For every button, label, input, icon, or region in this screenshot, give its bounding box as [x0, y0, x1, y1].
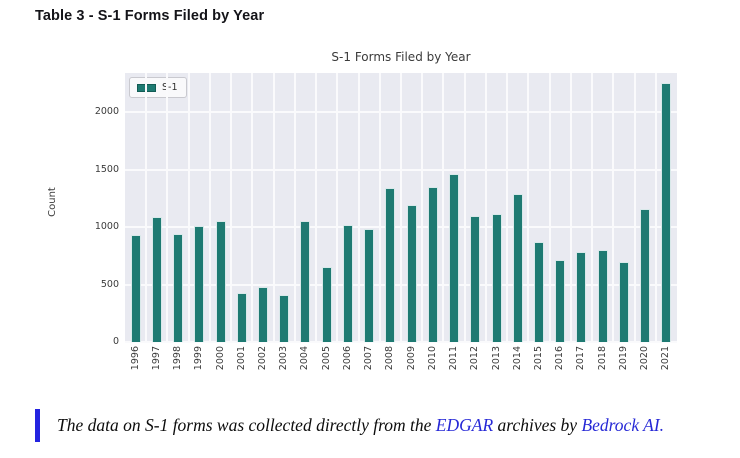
bedrock-ai-link[interactable]: Bedrock AI — [581, 415, 660, 435]
bar-2015 — [534, 242, 544, 342]
x-tick-label: 2020 — [639, 346, 651, 371]
bar-2020 — [640, 208, 651, 342]
caption-text: The data on S-1 forms was collected dire… — [57, 415, 436, 435]
gridline-vertical — [442, 73, 445, 342]
edgar-link[interactable]: EDGAR — [435, 415, 494, 435]
bar-2016 — [555, 260, 566, 342]
y-tick-label: 0 — [112, 336, 119, 347]
bar-2004 — [300, 221, 311, 342]
bar-2007 — [364, 229, 375, 342]
bar-2003 — [279, 294, 290, 342]
bar-2019 — [618, 261, 629, 342]
bar-2006 — [342, 224, 353, 342]
gridline-vertical — [166, 73, 169, 342]
bar-2021 — [661, 83, 672, 342]
bar-2013 — [491, 214, 502, 342]
bar-2018 — [597, 250, 608, 342]
x-tick-label: 2019 — [617, 346, 629, 371]
x-tick-label: 2015 — [533, 346, 544, 371]
bar-2008 — [385, 187, 396, 342]
y-tick-label: 500 — [100, 278, 119, 290]
gridline-vertical — [633, 73, 636, 342]
x-tick-label: 2016 — [554, 346, 566, 371]
bar-2017 — [576, 252, 587, 342]
x-tick-label: 2012 — [469, 346, 481, 371]
y-axis-label: Count — [47, 187, 58, 217]
gridline-vertical — [145, 73, 148, 342]
y-tick-label: 1500 — [94, 163, 119, 175]
x-tick-label: 2002 — [257, 346, 268, 371]
gridline-vertical — [293, 73, 296, 342]
figure-caption: The data on S-1 forms was collected dire… — [35, 409, 725, 442]
x-tick-label: 2005 — [320, 346, 332, 371]
x-tick-label: 2000 — [214, 346, 226, 371]
gridline-vertical — [357, 73, 360, 342]
x-tick-label: 1997 — [150, 346, 162, 371]
bar-1997 — [151, 216, 162, 342]
gridline-vertical — [548, 73, 551, 342]
gridline-vertical — [484, 73, 487, 342]
bar-2014 — [512, 193, 523, 342]
gridline-vertical — [208, 73, 211, 342]
gridline-vertical — [421, 73, 424, 342]
gridline-vertical — [378, 73, 381, 342]
x-tick-label: 2010 — [426, 346, 438, 371]
caption-text-middle: archives by — [493, 415, 582, 435]
x-tick-label: 2013 — [490, 346, 502, 371]
gridline-vertical — [400, 73, 402, 342]
y-tick-label: 2000 — [94, 106, 119, 118]
bar-2010 — [427, 186, 438, 342]
x-tick-label: 2001 — [235, 346, 247, 371]
gridline-vertical — [569, 73, 572, 342]
gridline-vertical — [591, 73, 594, 342]
x-tick-label: 1999 — [193, 346, 205, 371]
gridline-vertical — [187, 73, 190, 342]
gridline-vertical — [230, 73, 233, 342]
gridline-vertical — [251, 73, 254, 342]
page-title: Table 3 - S-1 Forms Filed by Year — [35, 8, 265, 24]
bar-2011 — [449, 174, 460, 342]
gridline-vertical — [506, 73, 509, 342]
bar-1998 — [173, 233, 184, 342]
x-tick-label: 2004 — [299, 346, 311, 371]
legend-label: S-1 — [162, 82, 178, 93]
x-tick-label: 2006 — [341, 346, 353, 371]
bar-2000 — [215, 221, 226, 342]
bar-2001 — [236, 292, 247, 342]
y-tick-label: 1000 — [94, 221, 119, 233]
x-tick-label: 2011 — [448, 346, 460, 371]
bar-2002 — [258, 286, 268, 342]
x-tick-label: 2003 — [278, 346, 290, 371]
gridline-vertical — [463, 73, 466, 342]
chart-title: S-1 Forms Filed by Year — [331, 50, 471, 64]
gridline-vertical — [527, 73, 530, 342]
legend: S-1 — [129, 77, 187, 98]
bar-1996 — [130, 235, 141, 342]
x-tick-label: 1996 — [129, 346, 141, 371]
bar-2012 — [470, 215, 481, 342]
bar-chart-figure: S-1 Forms Filed by Year Count S-1 0 500 10… — [47, 46, 715, 394]
gridline-vertical — [654, 73, 657, 342]
bar-1999 — [194, 225, 205, 342]
caption-suffix: . — [659, 415, 665, 435]
x-tick-label: 2021 — [660, 346, 672, 371]
x-tick-label: 1998 — [172, 346, 184, 371]
gridline-vertical — [336, 73, 339, 342]
gridline-horizontal — [125, 341, 677, 343]
x-tick-label: 2017 — [575, 346, 587, 371]
gridline-vertical — [272, 73, 275, 342]
x-tick-label: 2008 — [384, 346, 396, 371]
gridline-vertical — [612, 73, 615, 342]
x-tick-label: 2014 — [511, 346, 523, 371]
plot-area: S-1 0 500 1000 1500 2000 1996 1997 1998 1999 2000… — [95, 73, 677, 370]
x-tick-label: 2009 — [405, 346, 417, 371]
bar-2009 — [406, 205, 417, 342]
x-tick-label: 2007 — [363, 346, 375, 371]
bar-2005 — [321, 267, 332, 342]
gridline-vertical — [315, 73, 318, 342]
x-tick-label: 2018 — [596, 346, 608, 371]
